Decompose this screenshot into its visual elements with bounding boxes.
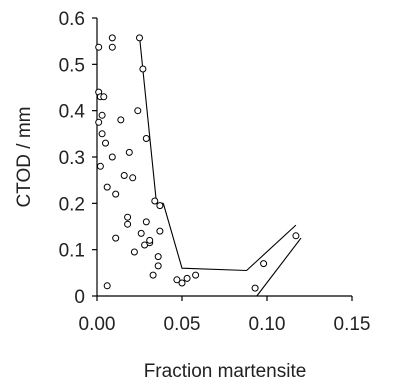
data-point xyxy=(117,116,125,124)
data-point xyxy=(142,135,150,142)
data-point xyxy=(98,130,106,138)
data-point xyxy=(183,274,191,282)
data-point xyxy=(149,271,157,279)
envelope-line xyxy=(162,203,297,272)
data-point xyxy=(137,229,145,237)
data-point xyxy=(154,262,162,270)
data-point xyxy=(98,111,106,119)
data-points xyxy=(95,34,300,292)
y-tick-label: 0.6 xyxy=(59,9,85,30)
y-tick-label: 0.5 xyxy=(59,55,85,76)
data-point xyxy=(125,148,133,156)
y-tick-label: 0.1 xyxy=(59,241,85,262)
data-point xyxy=(95,43,103,51)
data-point xyxy=(102,139,109,147)
data-point xyxy=(134,107,142,115)
data-point xyxy=(112,234,120,242)
data-point xyxy=(154,253,162,261)
x-axis-title: Fraction martensite xyxy=(144,361,307,382)
data-point xyxy=(108,43,116,51)
data-point xyxy=(192,271,200,279)
x-tick-label: 0.15 xyxy=(334,314,371,335)
data-point xyxy=(151,197,159,205)
y-tick-label: 0.4 xyxy=(59,102,86,123)
data-point xyxy=(142,218,150,226)
data-point xyxy=(146,236,154,244)
y-axis-title: CTOD / mm xyxy=(14,107,35,208)
x-tick-label: 0.10 xyxy=(249,314,286,335)
data-point xyxy=(292,232,300,240)
envelope-line xyxy=(138,36,164,204)
data-point xyxy=(156,202,164,210)
data-point xyxy=(130,248,138,256)
data-point xyxy=(108,34,116,42)
data-point xyxy=(139,65,147,73)
data-point xyxy=(108,153,116,161)
envelope-lines xyxy=(138,36,302,297)
data-point xyxy=(156,227,164,235)
y-tick-label: 0.3 xyxy=(59,148,85,169)
data-point xyxy=(173,276,181,284)
data-point xyxy=(129,174,137,182)
y-ticks: 0 0.1 0.2 0.3 0.4 0.5 0.6 xyxy=(59,9,97,308)
data-point xyxy=(260,260,268,268)
data-point xyxy=(178,279,186,287)
envelope-line xyxy=(256,237,302,297)
data-point xyxy=(124,213,132,221)
data-point xyxy=(112,190,120,198)
data-point xyxy=(95,118,103,126)
data-point xyxy=(136,34,143,42)
data-point xyxy=(251,284,259,292)
data-point xyxy=(103,183,111,191)
x-tick-label: 0.05 xyxy=(164,314,201,335)
data-point xyxy=(124,220,132,228)
y-tick-label: 0.2 xyxy=(59,194,85,215)
x-ticks: 0.00 0.05 0.10 0.15 xyxy=(79,296,371,335)
data-point xyxy=(103,282,111,290)
data-point xyxy=(120,172,128,179)
x-tick-label: 0.00 xyxy=(79,314,116,335)
y-tick-label: 0 xyxy=(74,287,85,308)
data-point xyxy=(100,93,108,101)
data-point xyxy=(96,162,104,170)
